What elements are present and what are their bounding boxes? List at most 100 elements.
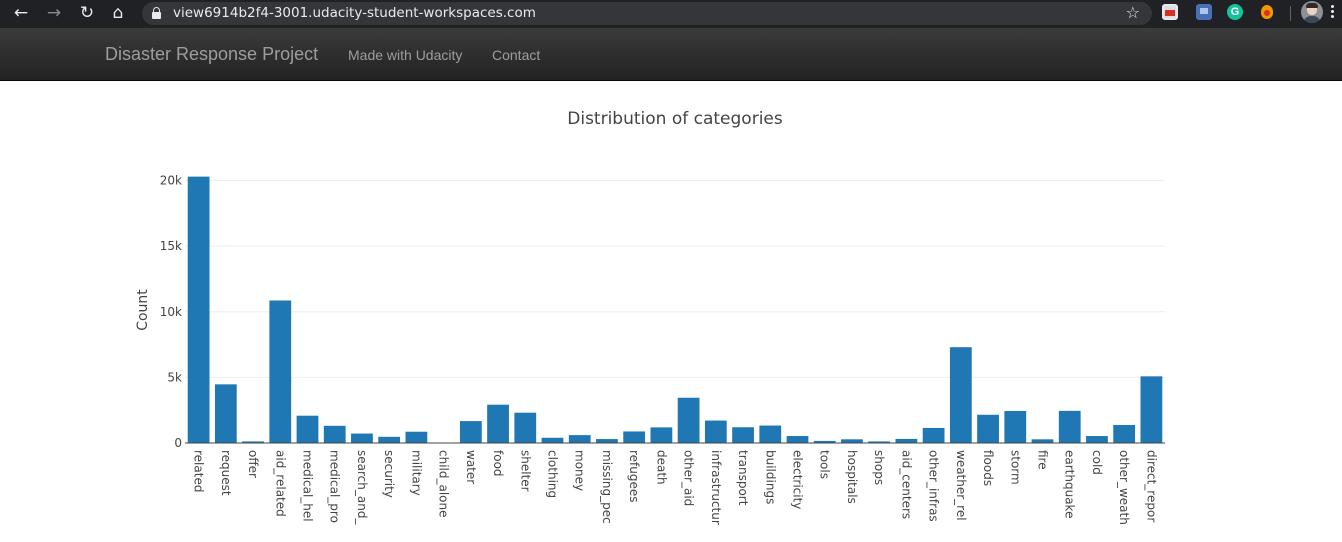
bar-infrastructur[interactable] — [704, 420, 727, 443]
x-tick-label: money — [573, 450, 587, 491]
bar-fire[interactable] — [1031, 439, 1054, 443]
reload-icon: ↻ — [79, 3, 95, 23]
arrow-right-icon: → — [46, 3, 62, 23]
bar-money[interactable] — [568, 435, 591, 443]
bar-shelter[interactable] — [514, 412, 537, 443]
grammarly-icon[interactable]: G — [1227, 4, 1243, 20]
x-tick-label: death — [654, 450, 668, 485]
x-tick-label: cold — [1090, 450, 1104, 475]
x-tick-label: child_alone — [437, 450, 451, 518]
extension-slides-icon[interactable] — [1162, 4, 1178, 20]
reload-button[interactable]: ↻ — [76, 2, 98, 24]
y-tick-labels: 0 5k 10k 15k 20k — [160, 174, 182, 450]
profile-avatar[interactable] — [1301, 1, 1323, 23]
x-tick-label: floods — [981, 450, 995, 486]
bar-request[interactable] — [214, 384, 237, 443]
extension-window-icon[interactable] — [1196, 4, 1212, 20]
x-tick-label: aid_centers — [899, 450, 913, 519]
x-tick-label: tools — [818, 450, 832, 479]
y-tick-label: 15k — [160, 239, 182, 253]
bar-other_weath[interactable] — [1113, 425, 1136, 443]
bar-hospitals[interactable] — [841, 439, 863, 443]
bar-aid_centers[interactable] — [895, 438, 918, 443]
x-tick-labels: related request offer aid_related medical_he… — [192, 450, 1159, 525]
bar-military[interactable] — [405, 431, 428, 443]
chart-title: Distribution of categories — [567, 109, 783, 129]
star-icon[interactable]: ☆ — [1125, 3, 1140, 22]
brand-link[interactable]: Disaster Response Project — [105, 44, 319, 64]
extension-flame-icon[interactable] — [1259, 4, 1275, 20]
x-tick-label: hospitals — [845, 450, 859, 504]
x-tick-label: security — [382, 450, 396, 498]
bar-aid_related[interactable] — [269, 300, 292, 443]
y-axis-label: Count — [135, 289, 151, 331]
x-tick-label: earthquake — [1063, 450, 1077, 518]
x-tick-label: medical_hel — [301, 450, 315, 522]
home-button[interactable]: ⌂ — [107, 2, 129, 24]
category-distribution-chart: Distribution of categories Count 0 5k 10k 1… — [135, 109, 1165, 525]
browser-toolbar: ← → ↻ ⌂ view6914b2f4-3001.udacity-studen… — [0, 0, 1342, 28]
bar-missing_pec[interactable] — [596, 439, 618, 443]
x-tick-label: other_weath — [1117, 450, 1131, 525]
bar-clothing[interactable] — [541, 437, 564, 443]
bars — [187, 176, 1163, 443]
bar-storm[interactable] — [1004, 410, 1027, 443]
x-tick-label: other_aid — [682, 450, 696, 506]
forward-button[interactable]: → — [43, 2, 65, 24]
bar-tools[interactable] — [813, 440, 836, 443]
x-tick-label: water — [464, 450, 478, 484]
x-tick-label: buildings — [763, 450, 777, 504]
bar-security[interactable] — [378, 436, 401, 443]
x-tick-label: direct_repor — [1144, 450, 1158, 522]
back-button[interactable]: ← — [10, 2, 32, 24]
menu-icon[interactable] — [1331, 5, 1335, 21]
y-tick-label: 5k — [167, 370, 182, 384]
bar-shops[interactable] — [868, 441, 891, 443]
nav-made-with-udacity[interactable]: Made with Udacity — [348, 47, 463, 63]
x-tick-label: shelter — [518, 450, 532, 492]
grid-lines — [185, 180, 1165, 378]
bar-medical_pro[interactable] — [323, 425, 346, 443]
x-tick-label: food — [491, 450, 505, 477]
x-tick-label: weather_rel — [954, 450, 968, 521]
x-tick-label: clothing — [546, 450, 560, 498]
arrow-left-icon: ← — [13, 3, 29, 23]
bar-water[interactable] — [459, 421, 482, 443]
x-tick-label: electricity — [791, 450, 805, 509]
lock-icon — [152, 7, 161, 19]
x-tick-label: other_infras — [927, 450, 941, 522]
x-tick-label: infrastructur — [709, 450, 723, 525]
bar-floods[interactable] — [977, 414, 999, 443]
bar-food[interactable] — [487, 404, 509, 443]
x-tick-label: missing_pec — [600, 450, 614, 524]
x-tick-label: refugees — [627, 450, 641, 503]
x-tick-label: military — [409, 450, 423, 496]
bar-medical_hel[interactable] — [296, 415, 319, 443]
bar-earthquake[interactable] — [1058, 410, 1081, 443]
bar-search_and_[interactable] — [351, 433, 373, 443]
x-tick-label: shops — [872, 450, 886, 485]
x-tick-label: request — [219, 450, 233, 496]
x-tick-label: offer — [246, 450, 260, 478]
bar-other_infras[interactable] — [922, 427, 945, 443]
bar-weather_rel[interactable] — [949, 347, 972, 443]
bar-refugees[interactable] — [623, 431, 646, 443]
address-bar[interactable]: view6914b2f4-3001.udacity-student-worksp… — [142, 2, 1152, 25]
url-text[interactable]: view6914b2f4-3001.udacity-student-worksp… — [173, 5, 536, 21]
app-navbar: Disaster Response Project Made with Udac… — [0, 28, 1342, 81]
bar-electricity[interactable] — [786, 436, 809, 443]
bar-death[interactable] — [650, 427, 673, 443]
bar-other_aid[interactable] — [677, 397, 700, 443]
bar-related[interactable] — [187, 176, 210, 443]
x-tick-label: related — [192, 450, 206, 492]
bar-direct_repor[interactable] — [1140, 376, 1163, 443]
bar-cold[interactable] — [1086, 436, 1108, 443]
bar-transport[interactable] — [732, 427, 754, 443]
nav-contact[interactable]: Contact — [492, 47, 541, 63]
x-tick-label: fire — [1036, 450, 1050, 470]
bar-offer[interactable] — [242, 441, 264, 443]
y-tick-label: 10k — [160, 305, 182, 319]
y-tick-label: 20k — [160, 174, 182, 188]
x-tick-label: transport — [736, 450, 750, 506]
bar-buildings[interactable] — [759, 425, 782, 443]
